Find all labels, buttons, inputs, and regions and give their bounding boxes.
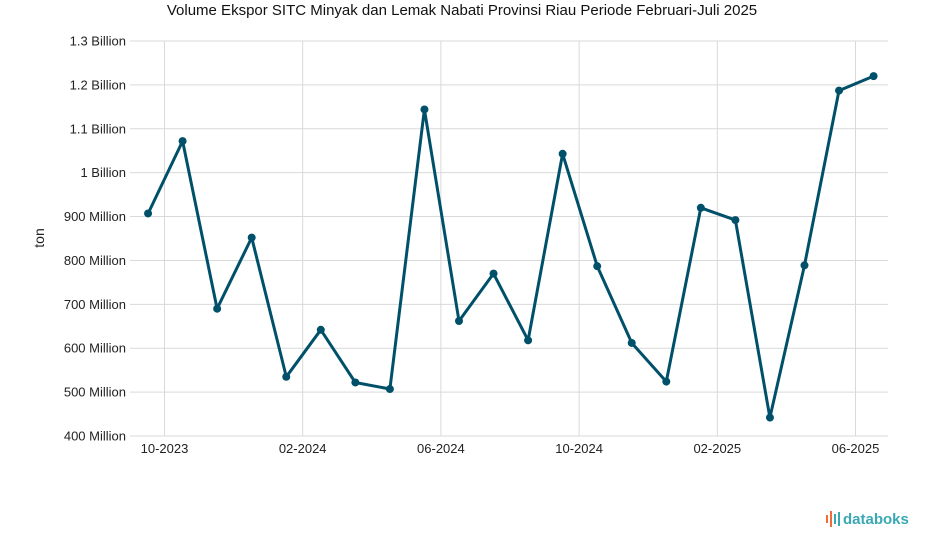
data-point[interactable]	[800, 261, 809, 270]
data-point[interactable]	[247, 233, 256, 242]
data-point[interactable]	[420, 105, 429, 114]
y-tick-label: 500 Million	[64, 385, 126, 400]
y-axis-ticks: 400 Million 500 Million 600 Million 700 Mil…	[64, 34, 126, 444]
data-point[interactable]	[213, 304, 222, 313]
data-point[interactable]	[385, 385, 394, 394]
y-tick-label: 1.3 Billion	[70, 34, 126, 49]
y-tick-label: 700 Million	[64, 297, 126, 312]
data-point[interactable]	[593, 262, 602, 271]
y-tick-label: 800 Million	[64, 253, 126, 268]
x-tick-label: 02-2025	[693, 441, 741, 456]
data-point[interactable]	[316, 325, 325, 334]
databoks-logo: databoks	[826, 511, 909, 528]
y-tick-label: 1.1 Billion	[70, 121, 126, 136]
data-point[interactable]	[351, 378, 360, 387]
x-tick-label: 10-2024	[555, 441, 603, 456]
x-tick-label: 06-2024	[417, 441, 465, 456]
data-point[interactable]	[489, 269, 498, 278]
data-point[interactable]	[524, 336, 533, 345]
series-line	[146, 74, 875, 420]
data-point[interactable]	[765, 413, 774, 422]
data-point[interactable]	[455, 317, 463, 326]
data-point[interactable]	[144, 209, 153, 218]
data-point[interactable]	[558, 149, 567, 158]
data-point[interactable]	[869, 72, 878, 81]
data-point[interactable]	[662, 377, 671, 386]
data-point[interactable]	[282, 372, 291, 381]
x-axis-ticks: 10-2023 02-2024 06-2024 10-2024 02-2025 06-20…	[141, 441, 880, 456]
data-point[interactable]	[178, 137, 187, 146]
logo-text: databoks	[843, 511, 909, 528]
data-point[interactable]	[731, 216, 740, 225]
chart-title: Volume Ekspor SITC Minyak dan Lemak Naba…	[167, 2, 757, 19]
data-point[interactable]	[696, 203, 705, 212]
x-tick-label: 06-2025	[832, 441, 880, 456]
y-tick-label: 1.2 Billion	[70, 77, 126, 92]
data-point[interactable]	[627, 338, 636, 347]
y-tick-label: 600 Million	[64, 341, 126, 356]
series-volume	[144, 72, 878, 422]
x-tick-label: 10-2023	[141, 441, 189, 456]
y-tick-label: 900 Million	[64, 209, 126, 224]
y-tick-label: 400 Million	[64, 429, 126, 444]
y-tick-label: 1 Billion	[80, 165, 126, 180]
y-axis-label: ton	[31, 228, 47, 247]
grid	[130, 40, 888, 437]
data-point[interactable]	[835, 86, 844, 95]
x-tick-label: 02-2024	[279, 441, 327, 456]
